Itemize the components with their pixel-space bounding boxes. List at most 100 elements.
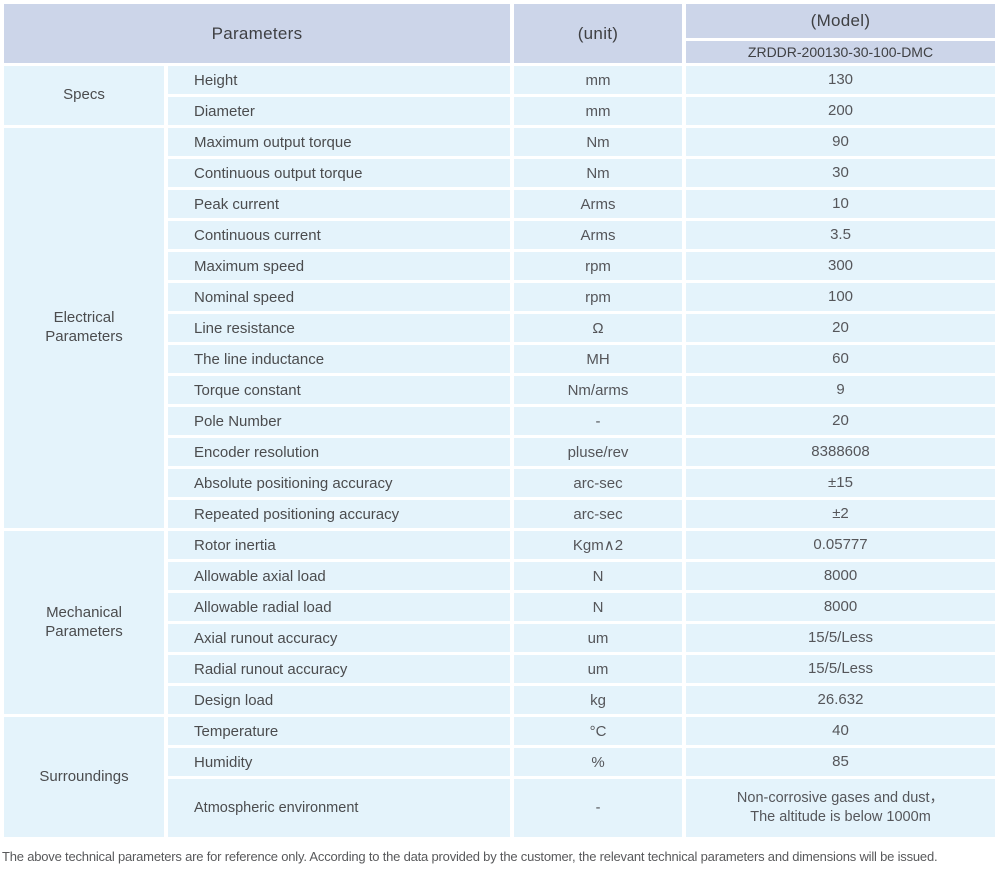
table-row: Absolute positioning accuracy arc-sec ±15: [4, 469, 995, 497]
table-row: Torque constant Nm/arms 9: [4, 376, 995, 404]
table-row: Specs Height mm 130: [4, 66, 995, 125]
table-row: Pole Number -20: [4, 407, 995, 435]
value-cell: ±15: [686, 469, 995, 497]
table-row: Diameter mm 200: [4, 97, 995, 125]
value-cell: 26.632: [686, 686, 995, 714]
unit-cell: N: [514, 562, 682, 590]
table-row: Continuous output torque Nm 30: [4, 159, 995, 187]
param-name-cell: Peak current: [168, 190, 510, 218]
category-cell: Mechanical Parameters: [4, 531, 164, 714]
unit-cell: Arms: [514, 221, 682, 249]
value-cell: 8000: [686, 593, 995, 621]
value-cell: 100: [686, 283, 995, 311]
param-name-cell: Repeated positioning accuracy: [168, 500, 510, 528]
param-name-cell: Design load: [168, 686, 510, 714]
value-cell: 30: [686, 159, 995, 187]
param-name-cell: Humidity: [168, 748, 510, 776]
param-name-cell: Continuous current: [168, 221, 510, 249]
param-name-cell: Maximum speed: [168, 252, 510, 280]
table-row: Peak current Arms 10: [4, 190, 995, 218]
value-cell: 85: [686, 748, 995, 776]
value-cell: 15/5/Less: [686, 655, 995, 683]
header-row-1: Parameters (unit) (Model): [4, 4, 995, 63]
unit-cell: %: [514, 748, 682, 776]
value-cell: 20: [686, 314, 995, 342]
table-row: Surroundings Temperature °C 40: [4, 717, 995, 837]
unit-cell: kg: [514, 686, 682, 714]
header-row-2: ZRDDR-200130-30-100-DMC: [4, 41, 995, 63]
table-row: Design load kg 26.632: [4, 686, 995, 714]
unit-cell: -: [514, 779, 682, 837]
table-row: Axial runout accuracy um 15/5/Less: [4, 624, 995, 652]
param-name-cell: Line resistance: [168, 314, 510, 342]
table-body: Specs Height mm 130 Diameter mm 200 Electrical …: [4, 66, 995, 837]
value-cell: 90: [686, 128, 995, 156]
param-name-cell: Allowable radial load: [168, 593, 510, 621]
value-cell: 9: [686, 376, 995, 404]
footer-note: The above technical parameters are for r…: [2, 849, 938, 864]
unit-cell: Kgm∧2: [514, 531, 682, 559]
param-name-cell: Absolute positioning accuracy: [168, 469, 510, 497]
table-row: Atmospheric environment - Non-corrosive ga…: [4, 779, 995, 837]
unit-cell: rpm: [514, 283, 682, 311]
param-name-cell: Atmospheric environment: [168, 779, 510, 837]
value-cell: 40: [686, 717, 995, 745]
param-name-cell: Encoder resolution: [168, 438, 510, 466]
unit-cell: um: [514, 655, 682, 683]
param-name-cell: The line inductance: [168, 345, 510, 373]
param-name-cell: Radial runout accuracy: [168, 655, 510, 683]
unit-cell: mm: [514, 66, 682, 94]
value-cell: 10: [686, 190, 995, 218]
unit-cell: Nm: [514, 159, 682, 187]
value-cell: Non-corrosive gases and dust， The altitu…: [686, 779, 995, 837]
model-header: (Model): [686, 4, 995, 38]
unit-cell: Ω: [514, 314, 682, 342]
table-row: Repeated positioning accuracy arc-sec ±2: [4, 500, 995, 528]
category-cell: Electrical Parameters: [4, 128, 164, 528]
unit-cell: -: [514, 407, 682, 435]
param-name-cell: Axial runout accuracy: [168, 624, 510, 652]
table-row: Maximum speed rpm 300: [4, 252, 995, 280]
parameters-header: Parameters: [4, 4, 510, 63]
unit-cell: N: [514, 593, 682, 621]
table-row: Allowable axial load N 8000: [4, 562, 995, 590]
table-row: Electrical Parameters Maximum output torq…: [4, 128, 995, 528]
unit-cell: um: [514, 624, 682, 652]
table-row: Line resistance Ω 20: [4, 314, 995, 342]
value-cell: 15/5/Less: [686, 624, 995, 652]
param-name-cell: Maximum output torque: [168, 128, 510, 156]
param-name-cell: Allowable axial load: [168, 562, 510, 590]
param-name-cell: Continuous output torque: [168, 159, 510, 187]
value-cell: 300: [686, 252, 995, 280]
model-number: ZRDDR-200130-30-100-DMC: [686, 41, 995, 63]
unit-cell: pluse/rev: [514, 438, 682, 466]
table-row: Encoder resolution pluse/rev 8388608: [4, 438, 995, 466]
category-cell: Specs: [4, 66, 164, 125]
param-name-cell: Torque constant: [168, 376, 510, 404]
unit-cell: °C: [514, 717, 682, 745]
param-name-cell: Height: [168, 66, 510, 94]
unit-cell: rpm: [514, 252, 682, 280]
table-header: Parameters (unit) (Model) ZRDDR-200130-3…: [4, 4, 995, 63]
unit-cell: arc-sec: [514, 469, 682, 497]
table-row: Humidity% 85: [4, 748, 995, 776]
table-row: Continuous current Arms 3.5: [4, 221, 995, 249]
unit-cell: arc-sec: [514, 500, 682, 528]
unit-header: (unit): [514, 4, 682, 63]
param-name-cell: Pole Number: [168, 407, 510, 435]
value-cell: 8388608: [686, 438, 995, 466]
table-row: Mechanical Parameters Rotor inertia Kgm∧2 0…: [4, 531, 995, 714]
unit-cell: Nm/arms: [514, 376, 682, 404]
table-row: Radial runout accuracy um 15/5/Less: [4, 655, 995, 683]
value-cell: 130: [686, 66, 995, 94]
param-name-cell: Temperature: [168, 717, 510, 745]
param-name-cell: Rotor inertia: [168, 531, 510, 559]
value-cell: ±2: [686, 500, 995, 528]
spec-table: Parameters (unit) (Model) ZRDDR-200130-3…: [0, 1, 999, 840]
unit-cell: Nm: [514, 128, 682, 156]
value-cell: 8000: [686, 562, 995, 590]
table-row: Nominal speed rpm 100: [4, 283, 995, 311]
value-cell: 3.5: [686, 221, 995, 249]
table-row: The line inductance MH 60: [4, 345, 995, 373]
value-cell: 0.05777: [686, 531, 995, 559]
